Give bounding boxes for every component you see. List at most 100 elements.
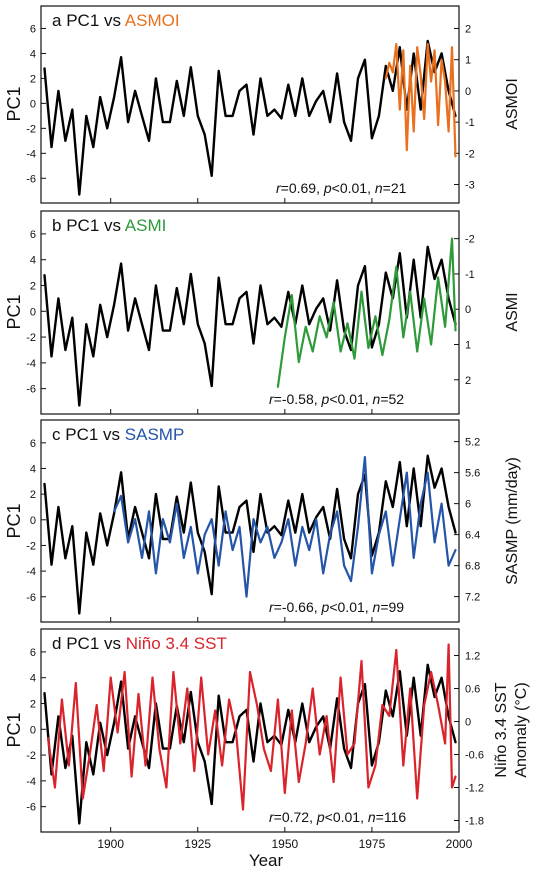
panel-c-right-tick-label: 6.8 [465, 561, 480, 573]
panel-c: -6 -4 -2 0 2 4 6 5.2 5.6 6 6.4 6.8 7.2 c PC1 vs SAS… [4, 420, 521, 622]
panel-b-stat-n: n [373, 391, 381, 407]
panel-c-left-tick-label: -4 [26, 566, 36, 578]
panel-c-right-tick-label: 6 [465, 499, 471, 511]
panel-d-right-tick-label: 1.2 [465, 651, 480, 663]
panel-d: -6 -4 -2 0 2 4 6 -1.8 -1.2 -0.6 0 0.6 1.2 d PC1 vs … [4, 629, 530, 832]
panel-b-left-tick-label: 6 [30, 229, 36, 241]
panel-a-title-right: ASMOI [125, 11, 180, 30]
panel-d-letter: d [52, 634, 61, 653]
panel-c-series-sasmp [114, 457, 455, 596]
panel-b-right-tick-label: 1 [465, 339, 471, 351]
panel-c-left-tick-label: -6 [26, 592, 36, 604]
panel-c-stat-n-value: =99 [380, 599, 404, 615]
panel-a-stat-n: n [375, 180, 383, 196]
panel-d-right-ylabel-line2: Anomaly (°C) [513, 682, 530, 777]
panel-c-right-tick-label: 7.2 [465, 592, 480, 604]
panel-a-left-tick-label: -6 [26, 173, 36, 185]
panel-d-right-tick-label: -0.6 [465, 750, 484, 762]
panel-a-right-tick-label: 0 [465, 86, 471, 98]
panel-c-right-tick-label: 5.6 [465, 468, 480, 480]
panel-b-stat-p: p [321, 391, 330, 407]
panel-a-stat-p-value: <0.01, [332, 180, 375, 196]
panel-d-left-tick-label: 2 [30, 698, 36, 710]
panel-b-series-asmi [278, 239, 456, 387]
x-tick-label: 1925 [184, 837, 211, 851]
panel-b-left-tick-label: -6 [26, 384, 36, 396]
panel-c-ylabel: PC1 [4, 503, 24, 538]
panel-a-right-tick-label: -3 [465, 180, 475, 192]
x-tick-label: 1975 [359, 837, 386, 851]
panel-b-series-pc1 [45, 247, 456, 406]
panel-a-left-tick-label: 0 [30, 98, 36, 110]
panel-d-right-tick-label: -1.8 [465, 816, 484, 828]
panel-c-title-right: SASMP [125, 425, 185, 444]
panel-b-left-tick-label: 4 [30, 255, 36, 267]
panel-c-stat-r-value: =-0.66, [274, 599, 322, 615]
panel-c-right-tick-label: 6.4 [465, 530, 480, 542]
panel-d-title-left: PC1 vs [66, 634, 121, 653]
panel-a-title: a PC1 vs ASMOI [52, 11, 180, 30]
panel-a-left-tick-label: 2 [30, 73, 36, 85]
panel-b-ylabel: PC1 [4, 294, 24, 329]
panel-d-left-tick-label: -4 [26, 776, 36, 788]
x-tick-label: 1900 [97, 837, 124, 851]
panel-a-stat: r=0.69, p<0.01, n=21 [276, 180, 407, 196]
panel-a-left-tick-label: 4 [30, 48, 36, 60]
panel-c-title-left: PC1 vs [65, 425, 120, 444]
panel-a-stat-n-value: =21 [383, 180, 407, 196]
panel-c-right-tick-label: 5.2 [465, 437, 480, 449]
panel-b-stat-n-value: =52 [380, 391, 404, 407]
panel-d-left-tick-label: 6 [30, 647, 36, 659]
panel-d-right-tick-label: -1.2 [465, 783, 484, 795]
panel-d-left-tick-label: 0 [30, 724, 36, 736]
x-tick-label: 1950 [271, 837, 298, 851]
panel-b-right-tick-label: -2 [465, 234, 475, 246]
panel-c-left-tick-label: 0 [30, 515, 36, 527]
panel-d-stat-p-value: <0.01, [325, 809, 368, 825]
panel-d-right-tick-label: 0 [465, 717, 471, 729]
panel-d-series-ni-o-3-4-sst [48, 645, 456, 810]
panel-b-title-left: PC1 vs [66, 216, 121, 235]
panel-a-right-tick-label: 1 [465, 55, 471, 67]
panel-b-left-tick-label: 0 [30, 306, 36, 318]
panel-a-stat-p: p [323, 180, 332, 196]
panel-a-title-left: PC1 vs [66, 11, 121, 30]
panel-c-left-tick-label: 4 [30, 463, 36, 475]
panel-c-left-tick-label: 6 [30, 438, 36, 450]
panel-d-title: d PC1 vs Niño 3.4 SST [52, 634, 227, 653]
panel-d-right-tick-label: 0.6 [465, 684, 480, 696]
panel-b-title-right: ASMI [125, 216, 167, 235]
panel-b-left-tick-label: -2 [26, 332, 36, 344]
panel-d-left-tick-label: 4 [30, 673, 36, 685]
panel-c-stat-p-value: <0.01, [329, 599, 372, 615]
panel-c-left-tick-label: -2 [26, 540, 36, 552]
panel-d-ylabel: PC1 [4, 712, 24, 747]
panel-a-left-tick-label: 6 [30, 23, 36, 35]
panel-d-stat-n-value: =116 [376, 809, 407, 825]
panel-b-stat-p-value: <0.01, [329, 391, 372, 407]
panel-c-stat-n: n [373, 599, 381, 615]
panel-a: -6 -4 -2 0 2 4 6 -3 -2 -1 0 1 2 a PC1 vs ASMOI PC1 … [4, 6, 521, 203]
panel-b-right-tick-label: 2 [465, 375, 471, 387]
panel-d-stat-p: p [316, 809, 325, 825]
panel-d-left-tick-label: -6 [26, 802, 36, 814]
panel-b-stat-r-value: =-0.58, [274, 391, 322, 407]
panel-d-stat: r=0.72, p<0.01, n=116 [269, 809, 406, 825]
panel-c-right-ylabel: SASMP (mm/day) [504, 457, 521, 585]
panel-a-right-tick-label: 2 [465, 23, 471, 35]
panel-c-stat: r=-0.66, p<0.01, n=99 [269, 599, 404, 615]
panel-b-left-tick-label: -4 [26, 358, 36, 370]
panel-a-left-tick-label: -4 [26, 148, 36, 160]
panel-c-series-pc1 [45, 456, 456, 614]
panel-b-left-tick-label: 2 [30, 280, 36, 292]
panel-b-stat: r=-0.58, p<0.01, n=52 [269, 391, 404, 407]
panel-d-right-ylabel-line1: Niño 3.4 SST [493, 682, 510, 777]
panel-c-title: c PC1 vs SASMP [52, 425, 184, 444]
panel-d-stat-r-value: =0.72, [274, 809, 317, 825]
panel-d-left-tick-label: -2 [26, 750, 36, 762]
panel-a-right-ylabel: ASMOI [504, 78, 521, 130]
panel-a-ylabel: PC1 [4, 86, 24, 121]
x-axis-label: Year [249, 851, 284, 870]
panel-c-stat-p: p [321, 599, 330, 615]
